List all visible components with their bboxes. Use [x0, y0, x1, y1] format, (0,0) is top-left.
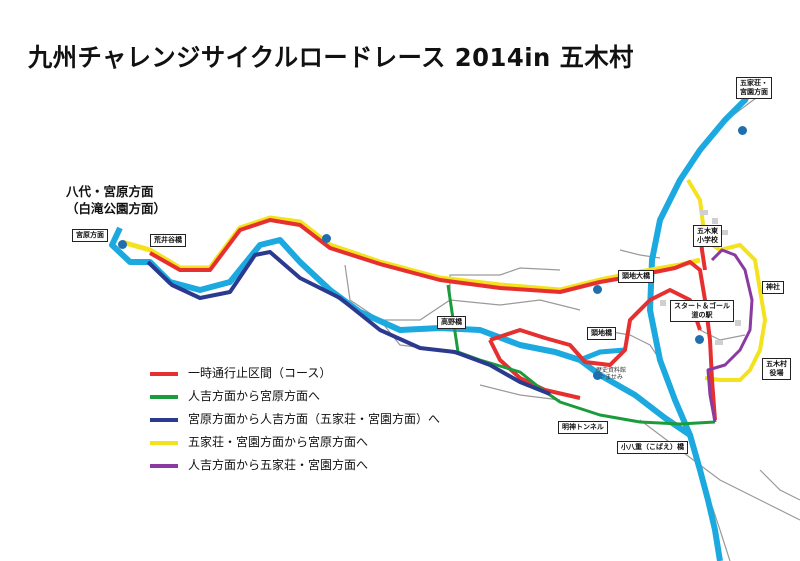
legend-label: 一時通行止区間（コース） — [188, 366, 332, 380]
legend-swatch — [150, 441, 178, 445]
route-number-marker — [118, 240, 127, 249]
route-course-lower — [488, 339, 581, 400]
legend-label: 人吉方面から宮原方面へ — [188, 389, 321, 403]
label-start-goal: スタート＆ゴール 道の駅 — [670, 300, 734, 322]
label-myojin-tunnel: 明神トンネル — [558, 421, 608, 434]
route-course — [149, 218, 717, 421]
map-title: 九州チャレンジサイクルロードレース 2014in 五木村 — [28, 43, 634, 72]
route-yellow-east — [686, 178, 768, 382]
legend-label: 人吉方面から五家荘・宮園方面へ — [188, 458, 369, 472]
route-navy — [146, 250, 551, 396]
label-tochi-bridge: 頭地橋 — [587, 327, 616, 340]
route-number-marker — [593, 371, 602, 380]
legend-label: 宮原方面から人吉方面（五家荘・宮園方面）へ — [188, 412, 441, 426]
legend-swatch — [150, 464, 178, 468]
route-number-marker — [593, 285, 602, 294]
label-shrine: 神社 — [762, 281, 784, 294]
legend-label: 五家荘・宮園方面から宮原方面へ — [188, 435, 369, 449]
label-itsuki-school: 五木東 小学校 — [693, 225, 722, 247]
label-museum: 歴史資料館 やませみ — [596, 367, 627, 381]
legend-swatch — [150, 418, 178, 422]
river-upper — [647, 78, 758, 437]
route-number-marker — [322, 234, 331, 243]
river-branch — [579, 347, 626, 363]
route-number-marker — [738, 126, 747, 135]
direction-label-yatsushiro: 八代・宮原方面 （白滝公園方面） — [66, 184, 167, 216]
label-arai-bridge: 荒井谷橋 — [150, 234, 186, 247]
label-village-office: 五木村 役場 — [762, 358, 791, 380]
route-purple — [706, 248, 754, 423]
label-takano-bridge: 高野橋 — [437, 316, 466, 329]
label-miyahara: 宮原方面 — [72, 229, 108, 242]
label-tochi-ohashi: 頭地大橋 — [618, 270, 654, 283]
legend-swatch — [150, 395, 178, 399]
label-kobae-bridge: 小八重（こばえ）橋 — [617, 441, 688, 454]
route-course-loop — [489, 288, 702, 367]
route-number-marker — [695, 335, 704, 344]
label-gokanosho: 五家荘・ 宮園方面 — [736, 77, 772, 99]
legend-swatch — [150, 372, 178, 376]
